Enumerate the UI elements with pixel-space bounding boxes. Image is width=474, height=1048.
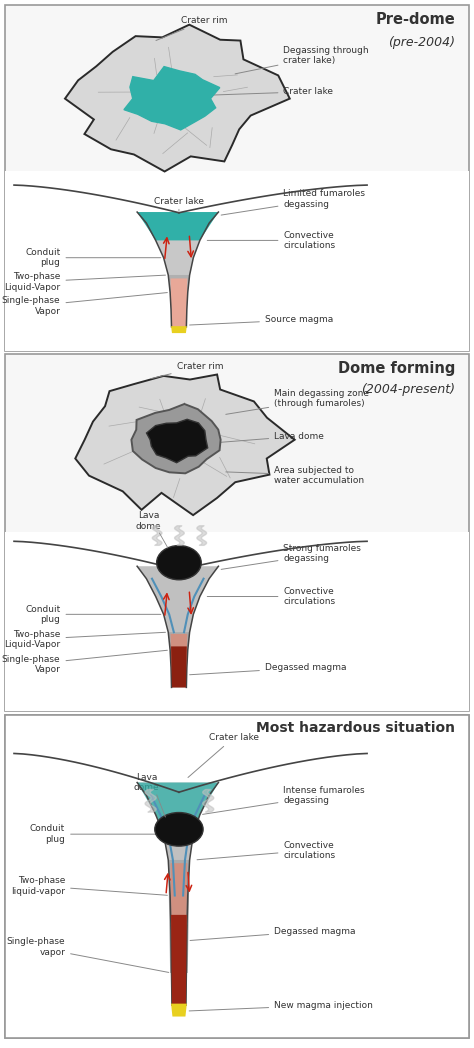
- Polygon shape: [137, 566, 219, 687]
- Polygon shape: [171, 279, 187, 327]
- Circle shape: [155, 812, 203, 846]
- Polygon shape: [171, 864, 187, 973]
- Polygon shape: [170, 924, 188, 1005]
- Text: Pre-dome: Pre-dome: [375, 13, 456, 27]
- Polygon shape: [137, 783, 219, 834]
- Polygon shape: [137, 783, 219, 1005]
- Text: Most hazardous situation: Most hazardous situation: [256, 721, 456, 736]
- Text: Conduit
plug: Conduit plug: [25, 248, 161, 267]
- Polygon shape: [137, 212, 219, 240]
- Text: Conduit
plug: Conduit plug: [25, 605, 161, 624]
- Polygon shape: [124, 67, 220, 130]
- Text: Conduit
plug: Conduit plug: [30, 825, 161, 844]
- Text: Lava dome: Lava dome: [210, 432, 324, 443]
- Polygon shape: [168, 860, 190, 973]
- Text: Convective
circulations: Convective circulations: [197, 840, 336, 860]
- Text: Lava
dome: Lava dome: [134, 772, 159, 792]
- Text: Source magma: Source magma: [190, 315, 333, 325]
- Text: Two-phase
liquid-vapor: Two-phase liquid-vapor: [11, 876, 167, 895]
- Text: Single-phase
vapor: Single-phase vapor: [7, 938, 169, 973]
- Text: Two-phase
Liquid-Vapor: Two-phase Liquid-Vapor: [4, 630, 165, 649]
- Polygon shape: [168, 275, 190, 327]
- Text: Strong fumaroles
degassing: Strong fumaroles degassing: [221, 544, 361, 569]
- Text: Crater lake: Crater lake: [212, 87, 333, 96]
- Text: Degassing through
crater lake): Degassing through crater lake): [235, 46, 369, 73]
- Text: New magma injection: New magma injection: [189, 1001, 373, 1011]
- Polygon shape: [137, 212, 219, 327]
- Polygon shape: [65, 25, 290, 172]
- Polygon shape: [171, 647, 187, 687]
- Polygon shape: [171, 1004, 187, 1017]
- Text: (pre-2004): (pre-2004): [388, 37, 456, 49]
- FancyBboxPatch shape: [5, 5, 469, 351]
- Polygon shape: [5, 715, 469, 1038]
- Polygon shape: [171, 326, 187, 333]
- Polygon shape: [5, 532, 469, 711]
- Text: Area subjected to
water accumulation: Area subjected to water accumulation: [226, 465, 365, 485]
- Circle shape: [156, 546, 201, 580]
- Text: Single-phase
Vapor: Single-phase Vapor: [2, 292, 167, 315]
- Text: Degassed magma: Degassed magma: [190, 926, 356, 940]
- Text: Crater lake: Crater lake: [154, 197, 204, 205]
- Text: Degassed magma: Degassed magma: [190, 663, 346, 675]
- Text: Two-phase
Liquid-Vapor: Two-phase Liquid-Vapor: [4, 272, 165, 291]
- FancyBboxPatch shape: [5, 715, 469, 1038]
- Text: Single-phase
Vapor: Single-phase Vapor: [2, 650, 167, 674]
- Text: Convective
circulations: Convective circulations: [207, 587, 336, 606]
- Polygon shape: [171, 915, 187, 1005]
- FancyBboxPatch shape: [5, 354, 469, 711]
- Text: Intense fumaroles
degassing: Intense fumaroles degassing: [202, 786, 365, 814]
- Text: Lava
dome: Lava dome: [136, 511, 162, 530]
- Text: Convective
circulations: Convective circulations: [207, 231, 336, 250]
- Polygon shape: [75, 374, 295, 516]
- Text: (2004-present): (2004-present): [361, 383, 456, 396]
- Text: Dome forming: Dome forming: [338, 362, 456, 376]
- Text: Crater rim: Crater rim: [151, 363, 223, 378]
- Polygon shape: [168, 632, 190, 687]
- Polygon shape: [171, 634, 187, 687]
- Text: Crater rim: Crater rim: [156, 17, 228, 41]
- Text: Crater lake: Crater lake: [188, 733, 259, 778]
- Text: Main degassing zone
(through fumaroles): Main degassing zone (through fumaroles): [226, 389, 369, 414]
- Polygon shape: [5, 171, 469, 351]
- Polygon shape: [146, 419, 208, 463]
- Text: Limited fumaroles
degassing: Limited fumaroles degassing: [221, 190, 365, 215]
- Polygon shape: [131, 403, 220, 474]
